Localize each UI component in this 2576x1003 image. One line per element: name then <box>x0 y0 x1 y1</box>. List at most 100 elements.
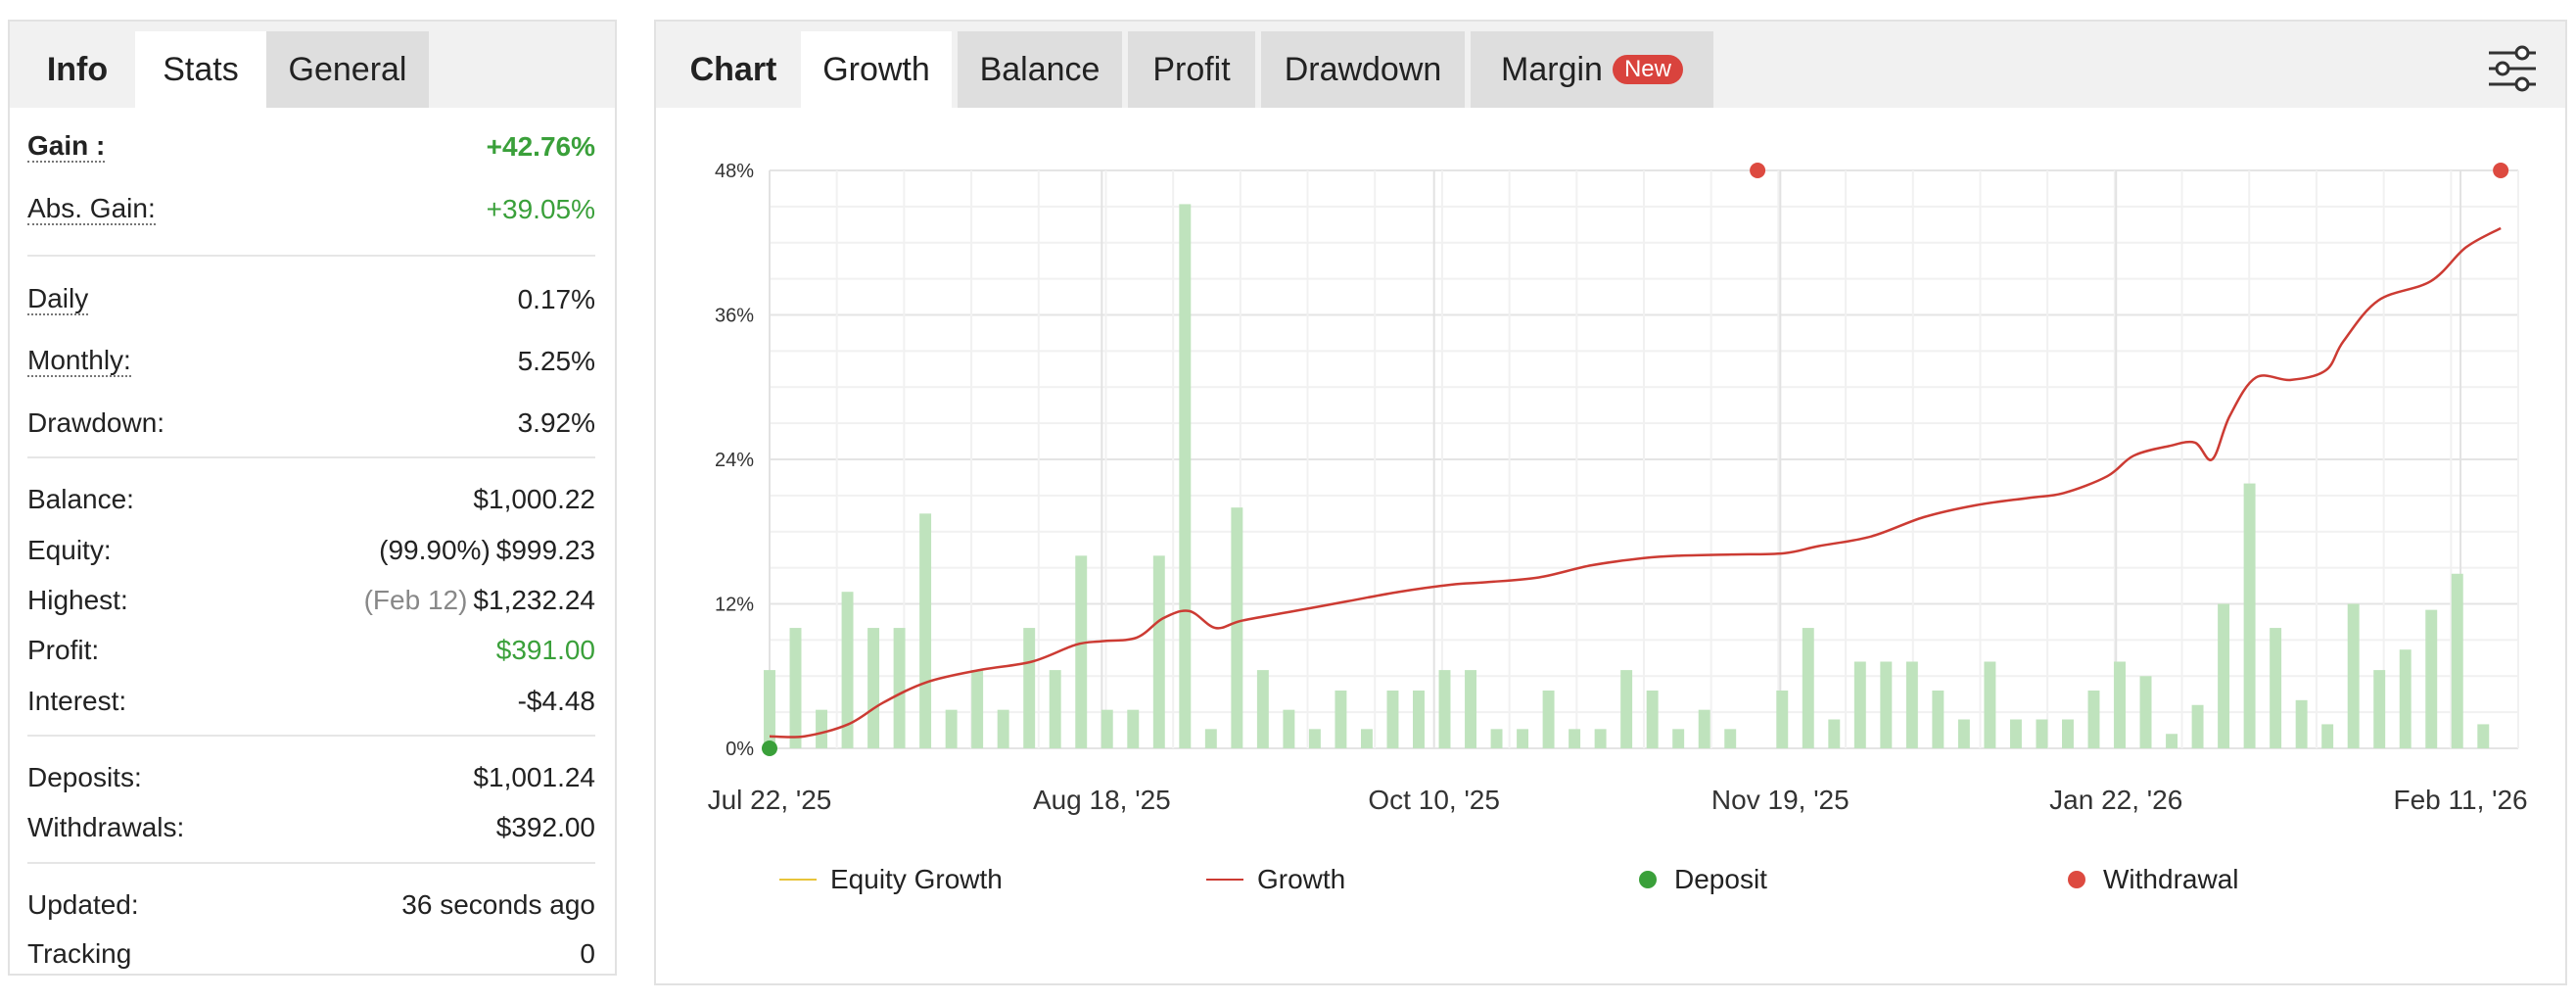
daily-bar <box>1283 709 1295 748</box>
daily-bar <box>2477 724 2490 748</box>
daily-bar <box>1828 719 1841 748</box>
monthly-row: Monthly: 5.25% <box>27 342 595 381</box>
divider <box>27 862 595 864</box>
daily-bar <box>1438 670 1451 748</box>
y-tick-label: 0% <box>726 739 754 760</box>
daily-bar <box>1179 204 1192 748</box>
legend-growth-label: Growth <box>1257 864 1346 894</box>
updated-label: Updated: <box>27 889 139 920</box>
new-badge: New <box>1612 55 1683 84</box>
y-tick-label: 24% <box>715 450 754 471</box>
y-tick-label: 12% <box>715 595 754 616</box>
highest-row: Highest: (Feb 12) $1,232.24 <box>27 581 595 620</box>
growth-line-group <box>769 226 2502 739</box>
daily-bar <box>1542 691 1555 748</box>
legend-deposit-label: Deposit <box>1674 864 1767 894</box>
tab-growth[interactable]: Growth <box>801 31 952 108</box>
tab-profit[interactable]: Profit <box>1128 31 1255 108</box>
profit-value: $391.00 <box>495 635 595 665</box>
stats-panel: Info Stats General Gain : +42.76% Abs. G… <box>8 20 617 976</box>
daily-bar <box>2347 603 2360 748</box>
daily-bar <box>2451 573 2463 748</box>
daily-bar <box>2295 699 2308 748</box>
withdrawals-value: $392.00 <box>495 812 595 842</box>
highest-value: $1,232.24 <box>473 585 595 615</box>
daily-bar <box>1256 670 1269 748</box>
daily-bar <box>1724 729 1737 748</box>
profit-row: Profit: $391.00 <box>27 631 595 670</box>
daily-bar <box>893 628 906 748</box>
daily-bar <box>945 709 958 748</box>
daily-bars <box>764 204 2490 748</box>
withdrawals-label: Withdrawals: <box>27 812 185 842</box>
deposits-row: Deposits: $1,001.24 <box>27 758 595 797</box>
daily-bar <box>1335 691 1347 748</box>
daily-value: 0.17% <box>517 284 595 314</box>
daily-bar <box>1386 691 1399 748</box>
tab-chart[interactable]: Chart <box>689 50 777 88</box>
daily-bar <box>1049 670 1061 748</box>
tab-info[interactable]: Info <box>46 50 109 88</box>
daily-bar <box>1075 555 1088 748</box>
y-axis-ticks: 0% 12% 24% 36% 48% <box>715 161 754 760</box>
gain-row: Gain : +42.76% <box>27 127 595 167</box>
deposits-label: Deposits: <box>27 762 142 792</box>
drawdown-label: Drawdown: <box>27 407 165 438</box>
gain-value: +42.76% <box>486 131 595 162</box>
daily-bar <box>1152 555 1165 748</box>
daily-bar <box>1465 670 1476 748</box>
daily-bar <box>1932 691 1944 748</box>
daily-bar <box>1127 709 1140 748</box>
daily-bar <box>997 709 1009 748</box>
daily-bar <box>2009 719 2022 748</box>
gain-label[interactable]: Gain : <box>27 130 106 163</box>
x-tick-label: Jan 22, '26 <box>2049 785 2182 815</box>
tracking-row: Tracking 0 <box>27 934 595 974</box>
growth-chart: 0% 12% 24% 36% 48% Jul 22, '25 Aug 18, '25 Oct… <box>708 161 2528 815</box>
daily-bar <box>919 513 932 748</box>
tab-margin-label: Margin <box>1501 50 1603 88</box>
daily-bar <box>2218 603 2230 748</box>
legend-equity-growth[interactable]: Equity Growth <box>779 860 1003 899</box>
legend-deposit[interactable]: Deposit <box>1639 860 1767 899</box>
sliders-icon[interactable] <box>2485 41 2540 96</box>
daily-bar <box>2139 676 2152 748</box>
tab-drawdown[interactable]: Drawdown <box>1261 31 1465 108</box>
daily-label[interactable]: Daily <box>27 283 89 315</box>
updated-row: Updated: 36 seconds ago <box>27 885 595 925</box>
daily-bar <box>971 670 984 748</box>
legend-growth[interactable]: Growth <box>1206 860 1345 899</box>
equity-line-swatch <box>779 879 817 881</box>
daily-bar <box>2399 649 2412 748</box>
monthly-label[interactable]: Monthly: <box>27 345 131 377</box>
equity-value: $999.23 <box>495 535 595 565</box>
chart-panel: Chart Growth Balance Profit Drawdown Mar… <box>654 20 2567 985</box>
tracking-label: Tracking <box>27 938 132 969</box>
divider <box>27 456 595 458</box>
daily-bar <box>1984 661 1996 748</box>
deposit-marker <box>762 740 777 756</box>
withdrawal-dot-icon <box>2068 871 2085 888</box>
legend-withdrawal-label: Withdrawal <box>2103 864 2239 894</box>
x-tick-label: Feb 11, '26 <box>2393 785 2527 815</box>
abs-gain-value: +39.05% <box>486 194 595 224</box>
daily-bar <box>2373 670 2386 748</box>
daily-bar <box>1957 719 1970 748</box>
tab-general[interactable]: General <box>266 31 429 108</box>
interest-label: Interest: <box>27 686 127 716</box>
x-axis-ticks: Jul 22, '25 Aug 18, '25 Oct 10, '25 Nov 19,… <box>708 785 2528 815</box>
tab-margin[interactable]: Margin New <box>1471 31 1713 108</box>
abs-gain-row: Abs. Gain: +39.05% <box>27 190 595 229</box>
tab-balance[interactable]: Balance <box>958 31 1122 108</box>
daily-bar <box>2191 704 2204 748</box>
tracking-value: 0 <box>580 938 595 969</box>
growth-line-swatch <box>1206 879 1243 881</box>
legend-withdrawal[interactable]: Withdrawal <box>2068 860 2238 899</box>
daily-bar <box>2062 719 2074 748</box>
monthly-value: 5.25% <box>517 346 595 376</box>
abs-gain-label[interactable]: Abs. Gain: <box>27 193 156 225</box>
x-tick-label: Jul 22, '25 <box>708 785 832 815</box>
updated-value: 36 seconds ago <box>401 889 595 920</box>
tab-stats[interactable]: Stats <box>135 31 266 108</box>
daily-bar <box>789 628 802 748</box>
